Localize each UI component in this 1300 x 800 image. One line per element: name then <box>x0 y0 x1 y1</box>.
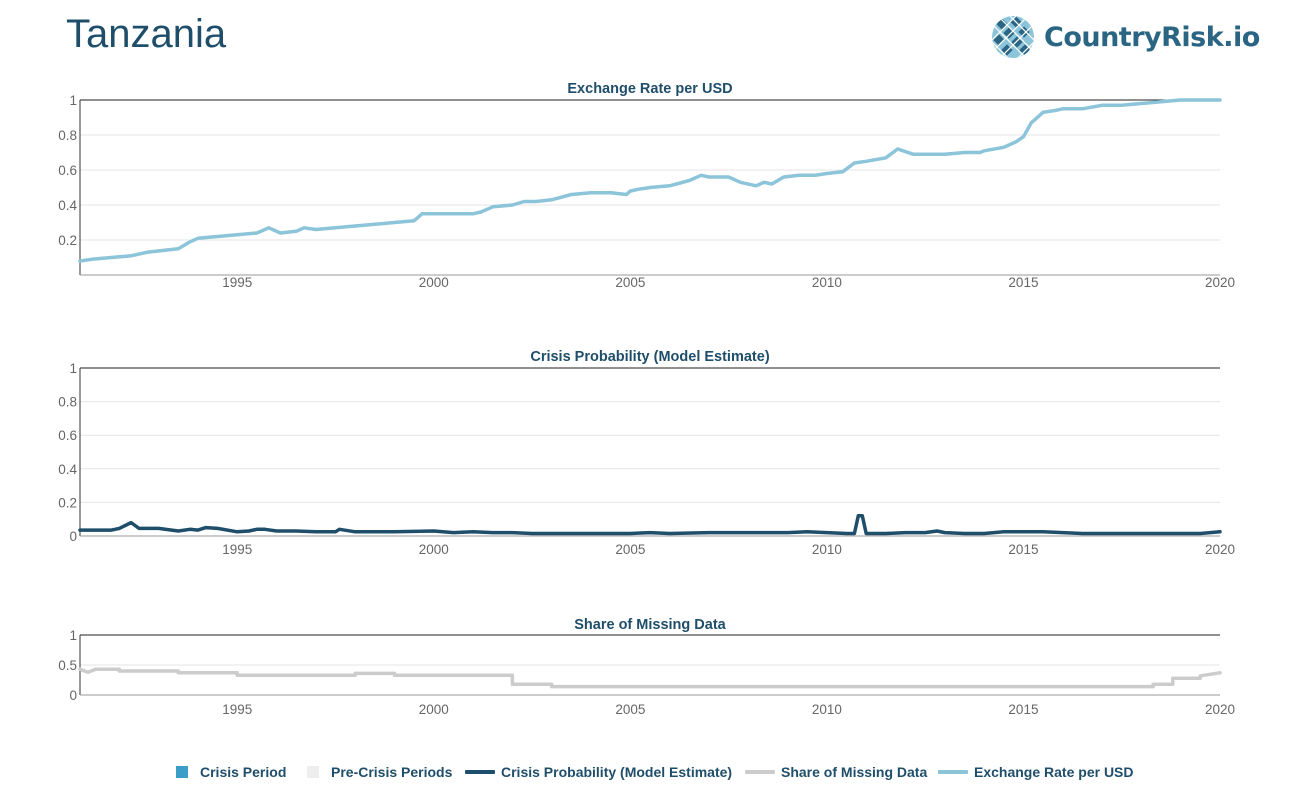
legend-swatch-pre-crisis <box>307 766 319 778</box>
y-tick-label: 0.6 <box>58 428 77 443</box>
x-tick-label: 2020 <box>1205 542 1235 557</box>
y-tick-label: 0.4 <box>58 462 77 477</box>
panel-title: Exchange Rate per USD <box>567 81 732 97</box>
panel-title: Crisis Probability (Model Estimate) <box>530 349 769 365</box>
x-tick-label: 2020 <box>1205 702 1235 717</box>
series-line <box>78 98 1222 263</box>
x-tick-label: 2010 <box>812 702 842 717</box>
y-tick-label: 0.4 <box>58 198 77 213</box>
y-tick-label: 1 <box>69 628 77 643</box>
legend-label: Exchange Rate per USD <box>974 764 1134 780</box>
y-tick-label: 0.2 <box>58 233 77 248</box>
x-tick-label: 1995 <box>222 275 252 290</box>
legend-item-crisis-probability[interactable]: Crisis Probability (Model Estimate) <box>465 760 732 784</box>
x-tick-label: 1995 <box>222 542 252 557</box>
charts-area: Exchange Rate per USD 0.2 0.4 0.6 0.8 1 1995 20… <box>58 81 1235 717</box>
y-tick-label: 0 <box>69 529 77 544</box>
y-tick-label: 0.6 <box>58 163 77 178</box>
legend-label: Pre-Crisis Periods <box>331 764 453 780</box>
x-tick-label: 2000 <box>419 702 449 717</box>
x-tick-label: 2015 <box>1008 702 1038 717</box>
legend-label: Crisis Probability (Model Estimate) <box>501 764 733 780</box>
x-tick-label: 2000 <box>419 542 449 557</box>
x-tick-label: 2015 <box>1008 542 1038 557</box>
x-tick-label: 2005 <box>615 542 645 557</box>
brand-name: CountryRisk.io <box>1044 21 1260 53</box>
x-tick-label: 1995 <box>222 702 252 717</box>
legend-label: Crisis Period <box>200 764 287 780</box>
y-tick-label: 0.8 <box>58 395 77 410</box>
legend-swatch-exchange-rate <box>938 770 968 774</box>
series-line <box>78 514 1222 536</box>
x-tick-label: 2020 <box>1205 275 1235 290</box>
legend-item-crisis-period[interactable]: Crisis Period <box>176 760 286 784</box>
x-tick-label: 2010 <box>812 275 842 290</box>
y-tick-label: 0 <box>69 688 77 703</box>
page-title: Tanzania <box>66 12 227 56</box>
x-tick-label: 2000 <box>419 275 449 290</box>
panel-title: Share of Missing Data <box>574 617 726 633</box>
x-tick-label: 2005 <box>615 275 645 290</box>
legend-label: Share of Missing Data <box>781 764 928 780</box>
legend-item-missing-data[interactable]: Share of Missing Data <box>745 760 927 784</box>
legend-item-exchange-rate[interactable]: Exchange Rate per USD <box>938 760 1134 784</box>
y-tick-label: 0.2 <box>58 495 77 510</box>
legend-swatch-missing-data <box>745 770 775 774</box>
legend: Crisis Period Pre-Crisis Periods Crisis … <box>0 760 1300 784</box>
x-tick-label: 2005 <box>615 702 645 717</box>
series-line <box>78 667 1222 689</box>
globe-icon <box>992 16 1034 58</box>
y-tick-label: 1 <box>69 93 77 108</box>
legend-swatch-crisis-period <box>176 766 188 778</box>
y-tick-label: 0.8 <box>58 128 77 143</box>
y-tick-label: 1 <box>69 361 77 376</box>
brand-logo[interactable]: CountryRisk.io <box>990 14 1260 60</box>
y-tick-label: 0.5 <box>58 658 77 673</box>
x-tick-label: 2010 <box>812 542 842 557</box>
legend-item-pre-crisis[interactable]: Pre-Crisis Periods <box>307 760 452 784</box>
legend-swatch-crisis-probability <box>465 770 495 774</box>
x-tick-label: 2015 <box>1008 275 1038 290</box>
